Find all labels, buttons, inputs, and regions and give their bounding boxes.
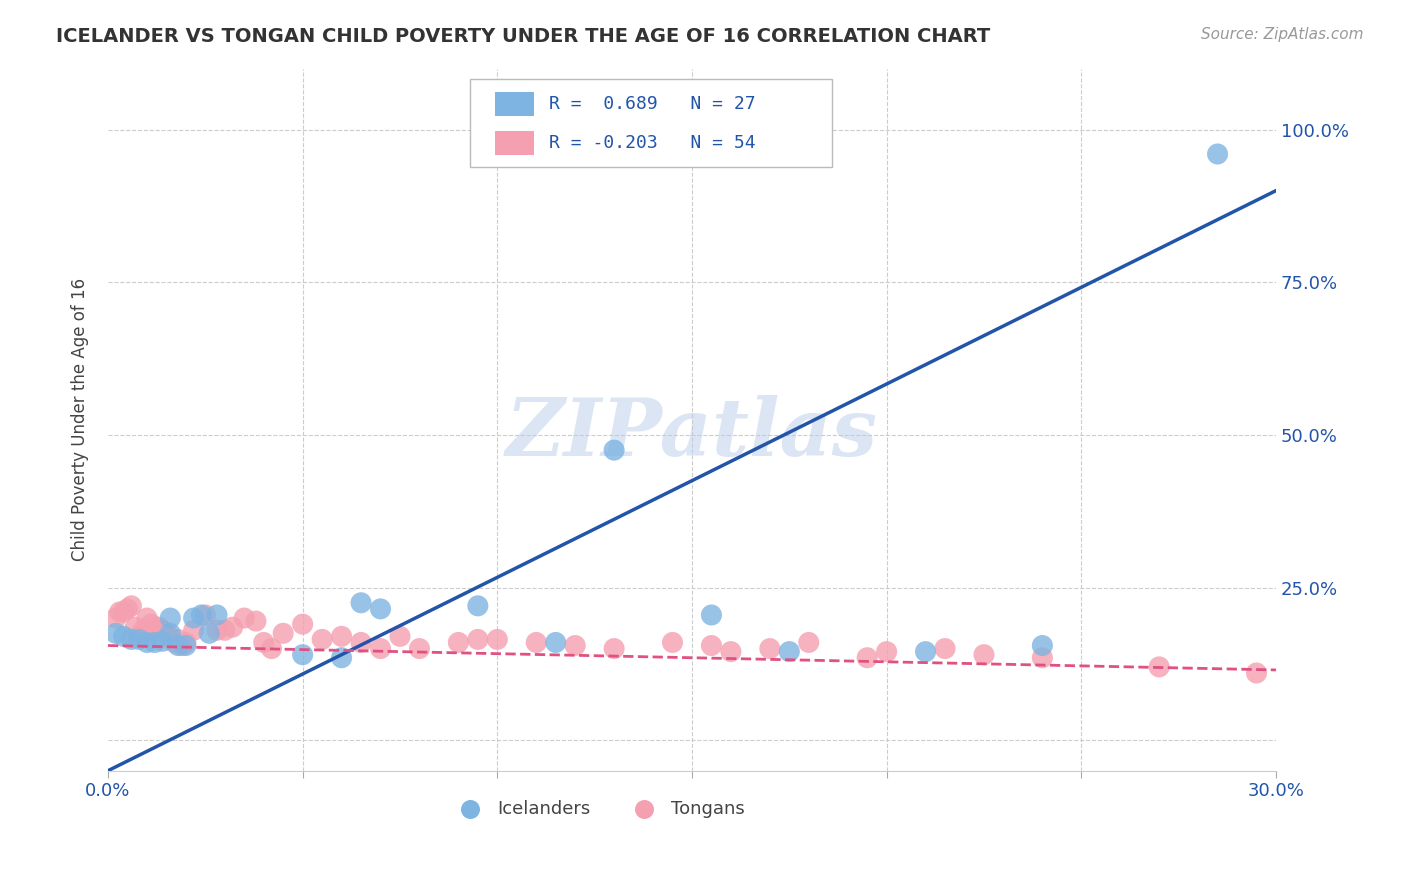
Legend: Icelanders, Tongans: Icelanders, Tongans <box>444 792 752 825</box>
Point <box>1031 650 1053 665</box>
Point <box>370 602 392 616</box>
Point <box>564 639 586 653</box>
Text: R = -0.203   N = 54: R = -0.203 N = 54 <box>550 134 756 153</box>
Point <box>350 596 373 610</box>
Point <box>524 635 547 649</box>
Point <box>117 602 139 616</box>
Point <box>183 624 205 638</box>
Point <box>603 443 626 458</box>
Point <box>370 641 392 656</box>
Point <box>194 607 217 622</box>
FancyBboxPatch shape <box>495 93 534 116</box>
Point <box>143 624 166 638</box>
Text: ICELANDER VS TONGAN CHILD POVERTY UNDER THE AGE OF 16 CORRELATION CHART: ICELANDER VS TONGAN CHILD POVERTY UNDER … <box>56 27 990 45</box>
Point <box>661 635 683 649</box>
Text: Source: ZipAtlas.com: Source: ZipAtlas.com <box>1201 27 1364 42</box>
Point <box>167 639 190 653</box>
Point <box>291 648 314 662</box>
Point <box>163 635 186 649</box>
Point <box>214 624 236 638</box>
Point <box>544 635 567 649</box>
Point <box>205 607 228 622</box>
Point <box>467 599 489 613</box>
Point <box>174 639 197 653</box>
Point <box>934 641 956 656</box>
Point <box>720 645 742 659</box>
Point <box>876 645 898 659</box>
Point <box>914 645 936 659</box>
Point <box>973 648 995 662</box>
Point <box>183 611 205 625</box>
Point <box>198 626 221 640</box>
Point <box>1031 639 1053 653</box>
Point <box>205 624 228 638</box>
Point <box>330 650 353 665</box>
Text: R =  0.689   N = 27: R = 0.689 N = 27 <box>550 95 756 113</box>
FancyBboxPatch shape <box>495 131 534 155</box>
Point <box>152 634 174 648</box>
Point <box>170 639 193 653</box>
Point <box>260 641 283 656</box>
Point <box>135 635 157 649</box>
Point <box>291 617 314 632</box>
FancyBboxPatch shape <box>470 79 832 167</box>
Point <box>1147 660 1170 674</box>
Point <box>112 605 135 619</box>
Point <box>233 611 256 625</box>
Point <box>128 632 150 647</box>
Point <box>253 635 276 649</box>
Point <box>245 614 267 628</box>
Point <box>112 629 135 643</box>
Point <box>700 639 723 653</box>
Point <box>159 626 181 640</box>
Point <box>108 605 131 619</box>
Point <box>159 611 181 625</box>
Point <box>174 635 197 649</box>
Point <box>135 611 157 625</box>
Point <box>486 632 509 647</box>
Point <box>221 620 243 634</box>
Point <box>447 635 470 649</box>
Point <box>104 626 127 640</box>
Point <box>700 607 723 622</box>
Point <box>104 611 127 625</box>
Point <box>271 626 294 640</box>
Point <box>467 632 489 647</box>
Point <box>778 645 800 659</box>
Point <box>120 632 142 647</box>
Point <box>190 607 212 622</box>
Point <box>120 599 142 613</box>
Point <box>143 635 166 649</box>
Point <box>408 641 430 656</box>
Point <box>148 620 170 634</box>
Point <box>388 629 411 643</box>
Point <box>603 641 626 656</box>
Point <box>152 624 174 638</box>
Point <box>159 631 181 645</box>
Point <box>1246 665 1268 680</box>
Y-axis label: Child Poverty Under the Age of 16: Child Poverty Under the Age of 16 <box>72 278 89 561</box>
Point <box>132 624 155 638</box>
Point <box>155 626 177 640</box>
Point <box>330 629 353 643</box>
Point <box>759 641 782 656</box>
Point <box>797 635 820 649</box>
Point <box>1206 147 1229 161</box>
Text: ZIPatlas: ZIPatlas <box>506 395 877 473</box>
Point <box>128 629 150 643</box>
Point <box>167 632 190 647</box>
Point <box>139 617 162 632</box>
Point <box>311 632 333 647</box>
Point <box>350 635 373 649</box>
Point <box>124 620 146 634</box>
Point <box>856 650 879 665</box>
